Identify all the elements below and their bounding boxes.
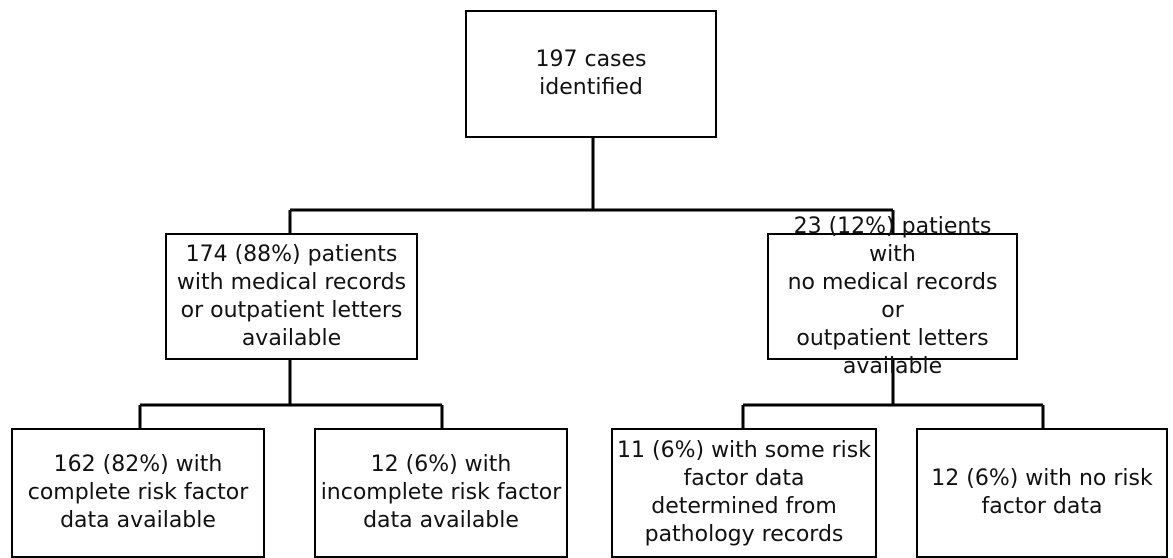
box-incomplete-risk-data: 12 (6%) with incomplete risk factor data… — [314, 428, 568, 558]
box-text-line: data available — [60, 508, 216, 533]
box-text-line: 23 (12%) patients with — [793, 213, 992, 267]
box-text-line: factor data — [683, 466, 805, 491]
box-pathology-risk-data: 11 (6%) with some risk factor data deter… — [611, 428, 877, 558]
box-text-line: complete risk factor — [27, 480, 249, 505]
box-text-line: factor data — [981, 494, 1103, 519]
box-cases-identified: 197 cases identified — [465, 10, 717, 138]
box-text-line: outpatient letters — [796, 325, 989, 351]
box-text-line: 12 (6%) with no risk — [931, 466, 1153, 491]
box-text-line: data available — [363, 508, 519, 533]
box-text-line: 197 cases — [535, 47, 647, 72]
box-text-line: 12 (6%) with — [370, 452, 512, 477]
box-records-available: 174 (88%) patients with medical records … — [165, 233, 418, 360]
box-text-line: or outpatient letters — [180, 297, 403, 323]
box-complete-risk-data: 162 (82%) with complete risk factor data… — [11, 428, 265, 558]
box-no-records-available: 23 (12%) patients with no medical record… — [767, 214, 1018, 379]
box-text-line: 162 (82%) with — [53, 452, 223, 477]
box-text-line: incomplete risk factor — [320, 480, 562, 505]
box-text-line: 11 (6%) with some risk — [617, 438, 871, 463]
box-text-line: available — [241, 325, 342, 351]
box-text-line: identified — [539, 75, 643, 100]
box-text-line: 174 (88%) patients — [185, 241, 398, 267]
box-text-line: with medical records — [176, 269, 407, 295]
box-no-risk-data: 12 (6%) with no risk factor data — [916, 428, 1168, 558]
box-text-line: pathology records — [644, 522, 844, 547]
box-text-line: determined from — [651, 494, 837, 519]
box-text-line: available — [842, 353, 943, 379]
box-text-line: no medical records or — [787, 269, 998, 323]
